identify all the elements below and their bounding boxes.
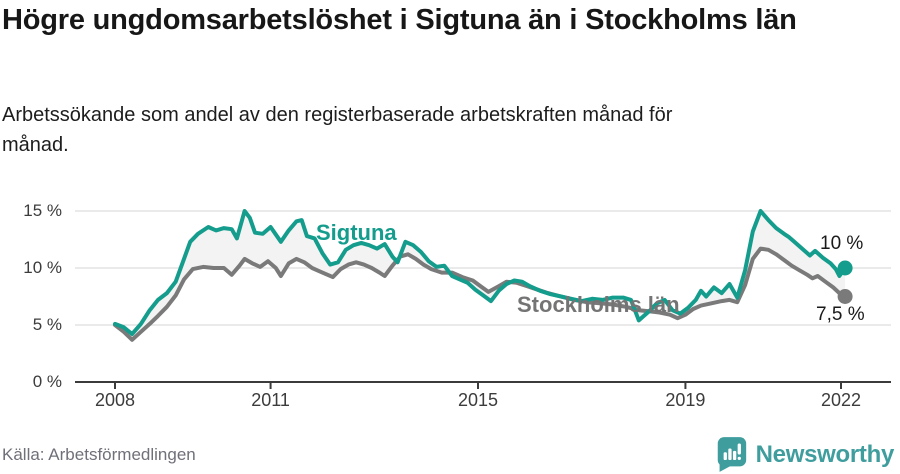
series-label-stockholms-lan: Stockholms län (517, 292, 680, 317)
end-value-label-stockholms-lan: 7,5 % (816, 304, 865, 325)
x-axis-tick-label: 2015 (457, 390, 498, 410)
brand-wordmark: Newsworthy (755, 440, 895, 468)
x-axis-tick-label: 2008 (94, 390, 136, 410)
y-axis-tick-label: 10 % (23, 258, 62, 277)
y-axis-tick-label: 0 % (32, 372, 62, 391)
end-value-label-sigtuna: 10 % (820, 233, 864, 254)
newsworthy-logo: Newsworthy (715, 436, 894, 473)
chart-subtitle: Arbetssökande som andel av den registerb… (2, 104, 673, 156)
y-axis-tick-label: 5 % (32, 315, 62, 334)
y-axis-tick-label: 15 % (23, 201, 62, 220)
x-axis-tick-label: 2011 (251, 390, 290, 410)
x-axis-tick-label: 2019 (665, 390, 706, 410)
source-attribution: Källa: Arbetsförmedlingen (2, 445, 196, 464)
bar-chart-bubble-icon (715, 436, 748, 473)
page-title: Högre ungdomsarbetslöshet i Sigtuna än i… (2, 4, 797, 36)
series-label-sigtuna: Sigtuna (316, 220, 397, 245)
x-axis-tick-label: 2022 (820, 390, 861, 410)
